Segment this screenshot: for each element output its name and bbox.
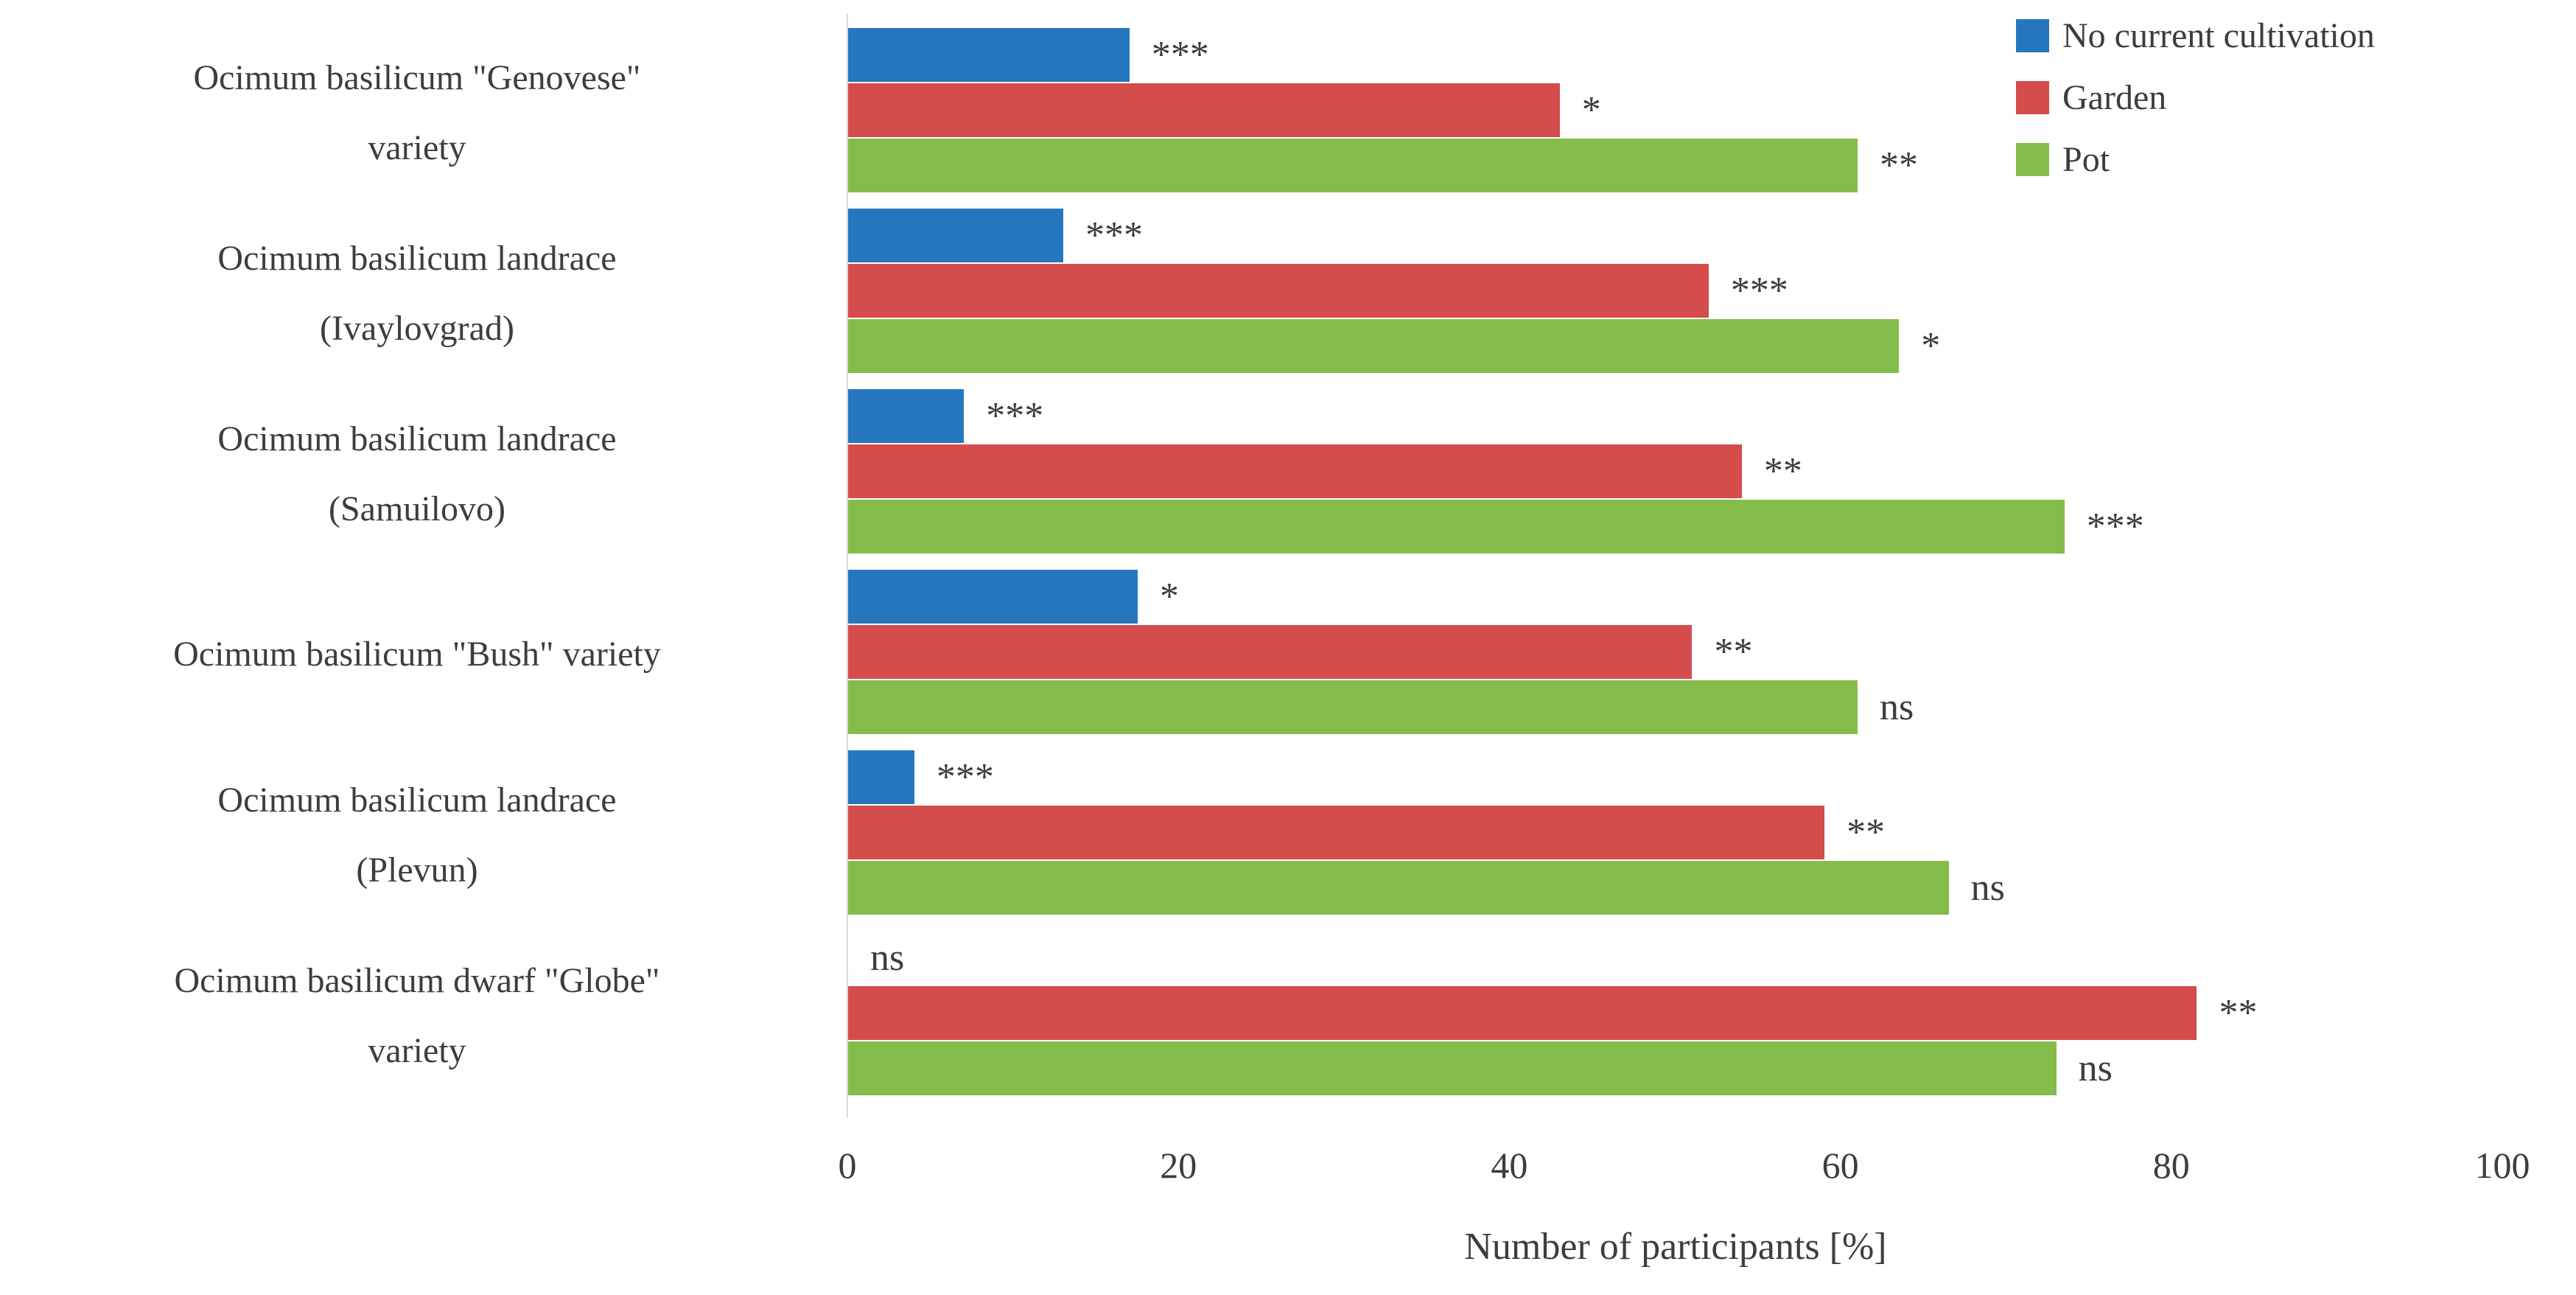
bar-row-no-current-cultivation: *** [848, 209, 1143, 262]
bar [848, 389, 965, 443]
legend-label: Pot [2062, 139, 2110, 179]
legend: No current cultivation Garden Pot [2016, 4, 2375, 190]
bar-row-pot: ns [848, 861, 2005, 915]
significance-annotation: * [1160, 576, 1180, 618]
bar [848, 986, 2197, 1040]
bar-row-no-current-cultivation: ns [848, 931, 904, 985]
category-label-line: Ocimum basilicum landrace [217, 419, 617, 458]
x-axis-tick-label: 80 [2152, 1145, 2190, 1186]
significance-annotation: *** [1730, 270, 1788, 312]
bar-row-garden: ** [848, 806, 1885, 859]
legend-label: Garden [2062, 77, 2167, 117]
bar-row-garden: *** [848, 264, 1788, 318]
y-axis-line [847, 13, 848, 1117]
category-label: Ocimum basilicum dwarf "Globe" variety [0, 925, 834, 1106]
x-axis-tick-label: 20 [1160, 1145, 1197, 1186]
bar [848, 750, 914, 804]
bar [848, 264, 1709, 318]
bar-row-pot: *** [848, 500, 2144, 554]
bar [848, 83, 1560, 137]
legend-item: No current cultivation [2016, 4, 2375, 66]
bar [848, 861, 1949, 915]
bar [848, 444, 1742, 498]
significance-annotation: *** [936, 756, 994, 798]
x-axis-title: Number of participants [%] [1464, 1226, 1887, 1268]
bar [848, 28, 1130, 82]
category-label-line: variety [368, 128, 466, 167]
category-label-line: Ocimum basilicum landrace [217, 238, 617, 278]
legend-swatch-icon [2016, 80, 2049, 114]
x-axis-tick-label: 40 [1491, 1145, 1528, 1186]
significance-annotation: ns [1970, 867, 2005, 909]
bar [848, 570, 1138, 624]
x-axis-tick-label: 100 [2474, 1145, 2530, 1186]
bar-row-pot: * [848, 319, 1940, 373]
bar [848, 806, 1825, 859]
bar [848, 500, 2065, 554]
category-label: Ocimum basilicum "Bush" variety [0, 564, 834, 744]
legend-item: Pot [2016, 128, 2375, 190]
significance-annotation: * [1581, 89, 1601, 131]
category-label: Ocimum basilicum landrace (Plevun) [0, 744, 834, 925]
bar-row-no-current-cultivation: *** [848, 28, 1209, 82]
category-label-line: variety [368, 1030, 466, 1070]
significance-annotation: ** [1763, 450, 1802, 492]
bar-row-pot: ** [848, 139, 1918, 192]
category-label: Ocimum basilicum "Genovese" variety [0, 22, 834, 203]
bar-row-garden: ** [848, 444, 1802, 498]
category-label: Ocimum basilicum landrace (Ivaylovgrad) [0, 203, 834, 383]
significance-annotation: ns [1880, 686, 1914, 728]
bar [848, 1041, 2057, 1095]
category-label-line: Ocimum basilicum landrace [217, 780, 617, 820]
legend-label: No current cultivation [2062, 15, 2375, 55]
significance-annotation: ** [1880, 144, 1919, 186]
significance-annotation: ** [1714, 631, 1753, 673]
category-label-line: (Samuilovo) [329, 489, 505, 528]
significance-annotation: ** [1847, 811, 1886, 854]
significance-annotation: *** [2086, 506, 2144, 548]
significance-annotation: ns [2078, 1047, 2113, 1089]
legend-swatch-icon [2016, 142, 2049, 176]
category-label-line: Ocimum basilicum dwarf "Globe" [174, 960, 660, 1000]
legend-swatch-icon [2016, 18, 2049, 52]
bar-row-pot: ns [848, 1041, 2113, 1095]
legend-item: Garden [2016, 66, 2375, 128]
bar-row-no-current-cultivation: * [848, 570, 1179, 624]
significance-annotation: *** [1151, 34, 1209, 76]
bar-row-garden: * [848, 83, 1601, 137]
category-label-line: (Plevun) [356, 850, 478, 890]
bar-row-garden: ** [848, 986, 2257, 1040]
significance-annotation: ns [870, 937, 905, 979]
x-axis-tick-label: 0 [838, 1145, 857, 1186]
bar [848, 680, 1858, 734]
category-label-line: Ocimum basilicum "Genovese" [193, 57, 641, 97]
bar [848, 625, 1693, 679]
significance-annotation: *** [1085, 214, 1143, 256]
bar [848, 209, 1063, 262]
bar [848, 319, 1900, 373]
bar-row-no-current-cultivation: *** [848, 389, 1043, 443]
category-label: Ocimum basilicum landrace (Samuilovo) [0, 383, 834, 564]
significance-annotation: *** [986, 395, 1044, 437]
bar-row-garden: ** [848, 625, 1752, 679]
bar [848, 139, 1858, 192]
significance-annotation: ** [2219, 992, 2258, 1034]
significance-annotation: * [1921, 325, 1941, 367]
x-axis-tick-label: 60 [1821, 1145, 1859, 1186]
category-label-line: Ocimum basilicum "Bush" variety [173, 635, 661, 674]
bar-row-pot: ns [848, 680, 1914, 734]
bar-row-no-current-cultivation: *** [848, 750, 994, 804]
category-label-line: (Ivaylovgrad) [320, 308, 514, 348]
